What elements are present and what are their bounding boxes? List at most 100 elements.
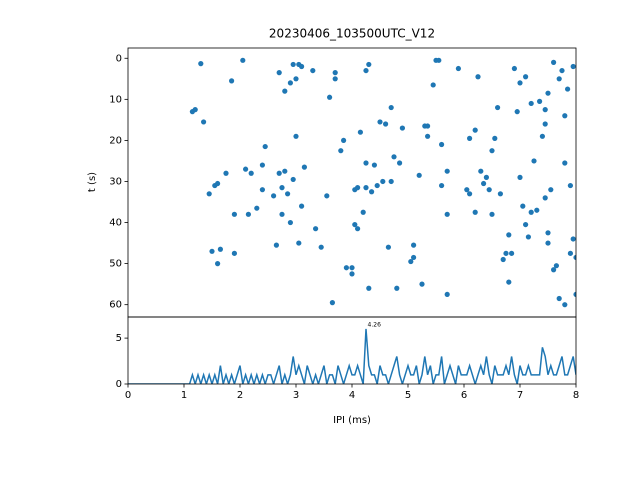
scatter-point — [310, 67, 316, 74]
scatter-point — [562, 160, 568, 166]
scatter-point — [363, 67, 369, 74]
y-tick-label: 60 — [109, 300, 122, 311]
scatter-point — [506, 279, 512, 285]
scatter-point — [567, 182, 574, 189]
y-tick-label: 50 — [109, 259, 122, 270]
scatter-point — [475, 74, 481, 80]
scatter-point — [369, 189, 375, 195]
scatter-point — [436, 57, 442, 63]
x-tick-label: 1 — [181, 390, 187, 401]
scatter-point — [408, 258, 414, 265]
scatter-point — [464, 187, 470, 193]
scatter-point — [223, 170, 229, 176]
scatter-point — [419, 281, 425, 287]
scatter-point — [548, 187, 554, 193]
scatter-point — [391, 154, 397, 160]
y-tick-label: 10 — [109, 94, 122, 105]
scatter-point — [573, 291, 576, 298]
scatter-point — [394, 285, 400, 291]
scatter-point — [201, 119, 207, 125]
scatter-point — [254, 205, 260, 211]
scatter-point — [329, 300, 335, 306]
scatter-point — [231, 211, 237, 217]
scatter-point — [338, 148, 344, 154]
scatter-point — [259, 187, 265, 193]
scatter-point — [349, 271, 355, 277]
scatter-point — [383, 121, 389, 127]
scatter-point — [528, 209, 534, 215]
scatter-point — [287, 219, 293, 226]
y-tick-label: 40 — [109, 218, 122, 229]
scatter-point — [492, 135, 498, 141]
scatter-point — [259, 162, 265, 168]
scatter-point — [343, 265, 349, 271]
scatter-point — [332, 70, 338, 76]
x-tick-label: 3 — [293, 390, 299, 401]
scatter-point — [573, 254, 576, 261]
histogram-line — [128, 328, 576, 384]
scatter-point — [374, 182, 380, 189]
scatter-point — [290, 61, 296, 68]
scatter-point — [385, 244, 391, 250]
scatter-point — [570, 63, 576, 70]
scatter-point — [276, 70, 282, 76]
scatter-point — [231, 250, 237, 256]
scatter-point — [542, 107, 548, 113]
x-tick-label: 8 — [573, 390, 579, 401]
scatter-point — [444, 211, 450, 217]
scatter-point — [313, 226, 319, 232]
scatter-point — [489, 148, 495, 154]
scatter-point — [341, 137, 347, 144]
scatter-point — [439, 141, 445, 148]
scatter-point — [514, 109, 520, 115]
scatter-point — [551, 267, 557, 273]
scatter-point — [388, 178, 394, 185]
x-axis-label: IPI (ms) — [333, 415, 371, 426]
scatter-point — [495, 104, 501, 111]
scatter-point — [444, 291, 450, 298]
scatter-point — [363, 160, 369, 166]
scatter-point — [444, 168, 450, 174]
scatter-point — [520, 203, 526, 209]
scatter-point — [411, 254, 417, 261]
scatter-point — [287, 80, 293, 86]
scatter-point — [539, 133, 546, 139]
scatter-point — [567, 250, 574, 256]
scatter-point — [439, 182, 445, 189]
scatter-point — [355, 185, 361, 191]
scatter-point — [279, 211, 285, 217]
scatter-point — [206, 191, 212, 197]
scatter-point — [357, 129, 363, 135]
scatter-point — [332, 76, 338, 82]
scatter-point — [467, 191, 473, 197]
scatter-point — [215, 180, 221, 187]
x-tick-label: 0 — [125, 390, 131, 401]
scatter-point — [559, 67, 565, 74]
x-tick-label: 2 — [237, 390, 243, 401]
scatter-point — [240, 57, 246, 63]
annotation: 4.26 — [368, 321, 382, 328]
scatter-point — [562, 113, 568, 119]
scatter-point — [352, 221, 358, 228]
scatter-point — [556, 76, 562, 82]
y-tick-label: 0 — [116, 379, 122, 390]
scatter-point — [380, 178, 386, 185]
scatter-point — [553, 263, 560, 269]
scatter-point — [366, 61, 372, 68]
chart-title: 20230406_103500UTC_V12 — [269, 27, 435, 41]
scatter-point — [534, 207, 540, 213]
scatter-point — [570, 236, 576, 242]
scatter-point — [523, 221, 529, 228]
scatter-point — [282, 88, 288, 94]
scatter-point — [285, 191, 291, 197]
scatter-point — [377, 119, 383, 125]
scatter-point — [349, 265, 355, 271]
y-tick-label: 20 — [109, 135, 122, 146]
scatter-point — [192, 107, 198, 113]
scatter-point — [215, 261, 221, 267]
scatter-point — [483, 174, 489, 180]
scatter-point — [366, 285, 372, 291]
scatter-point — [556, 295, 562, 302]
y-tick-label: 5 — [116, 333, 122, 344]
scatter-point — [489, 211, 495, 217]
